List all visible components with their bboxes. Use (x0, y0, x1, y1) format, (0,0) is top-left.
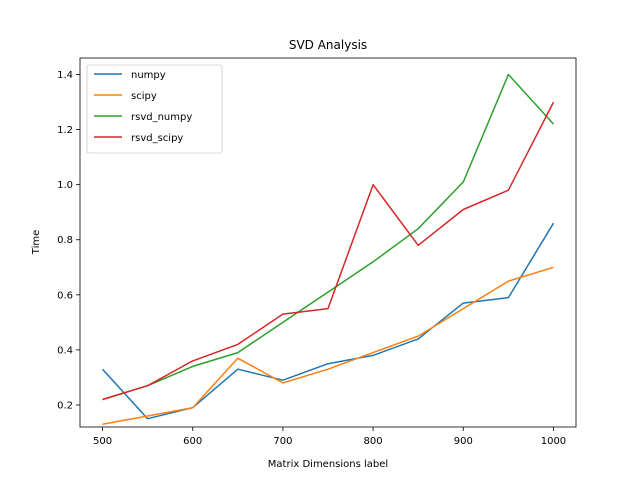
y-tick-label: 1.2 (57, 125, 73, 136)
y-axis: 0.2 0.4 0.6 0.8 1.0 1.2 1.4 (57, 70, 80, 411)
y-axis-label: Time (31, 230, 42, 255)
chart-title: SVD Analysis (289, 38, 367, 52)
series-line-rsvd-scipy (102, 101, 555, 401)
x-tick-label: 500 (93, 436, 112, 447)
x-tick-label: 700 (273, 436, 292, 447)
plot-frame (79, 57, 577, 428)
series-line-rsvd-numpy (102, 73, 555, 401)
legend-label-rsvd-scipy: rsvd_scipy (131, 133, 183, 144)
y-tick-label: 1.4 (57, 70, 73, 81)
legend-label-rsvd-numpy: rsvd_numpy (131, 112, 192, 123)
x-tick-label: 600 (183, 436, 202, 447)
plot-lines (101, 73, 555, 425)
x-tick-label: 1000 (541, 436, 566, 447)
x-axis: 500 600 700 800 900 1000 (93, 427, 566, 447)
x-tick-label: 900 (454, 436, 473, 447)
y-tick-label: 0.6 (57, 290, 73, 301)
series-line-scipy (102, 266, 554, 425)
y-tick-label: 1.0 (57, 180, 73, 191)
legend-label-scipy: scipy (131, 91, 157, 102)
y-tick-label: 0.8 (57, 235, 73, 246)
legend-box (86, 64, 223, 154)
y-tick-label: 0.2 (57, 400, 73, 411)
series-line-numpy (101, 222, 555, 420)
x-axis-label: Matrix Dimensions label (268, 459, 388, 470)
legend: numpy scipy rsvd_numpy rsvd_scipy (86, 64, 223, 154)
x-tick-label: 800 (364, 436, 383, 447)
y-tick-label: 0.4 (57, 345, 73, 356)
legend-label-numpy: numpy (131, 70, 166, 81)
